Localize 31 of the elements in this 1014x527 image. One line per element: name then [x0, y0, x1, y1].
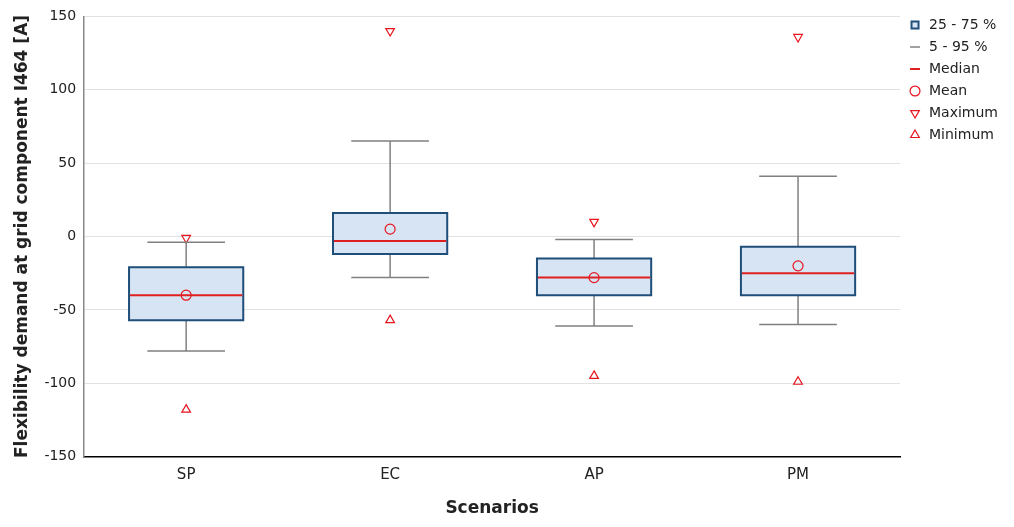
y-tick-label: -50	[53, 300, 77, 317]
point	[181, 404, 192, 413]
point	[793, 33, 803, 43]
y-tick-label: 100	[49, 80, 77, 97]
y-tick-label: 50	[58, 153, 77, 170]
legend-label: Maximum	[929, 103, 998, 120]
point	[588, 271, 600, 284]
point	[181, 234, 192, 244]
text: 5 - 95 %	[929, 37, 988, 54]
point	[589, 218, 600, 228]
legend-label: Minimum	[929, 125, 994, 142]
x-tick-label: PM	[787, 465, 810, 484]
x-tick-label: EC	[380, 465, 401, 484]
y-tick-label: 0	[67, 227, 77, 244]
y-tick-label: -100	[44, 373, 77, 390]
y-tick-label: 150	[49, 7, 77, 24]
point	[385, 27, 396, 37]
x-axis-title: Scenarios	[445, 497, 539, 518]
legend-label: 25 - 75 %	[929, 15, 997, 32]
y-axis-title: Flexibility demand at grid component I464 [A]	[10, 14, 31, 459]
x-tick-label: SP	[176, 465, 196, 484]
point	[384, 223, 396, 235]
x-tick-label: AP	[584, 465, 604, 484]
point	[180, 289, 192, 301]
point	[793, 376, 803, 385]
legend-label: Mean	[929, 81, 968, 98]
point	[589, 370, 600, 379]
point	[385, 314, 396, 324]
y-tick-label: -150	[44, 447, 77, 464]
point	[792, 260, 804, 272]
text: Median	[929, 59, 980, 76]
